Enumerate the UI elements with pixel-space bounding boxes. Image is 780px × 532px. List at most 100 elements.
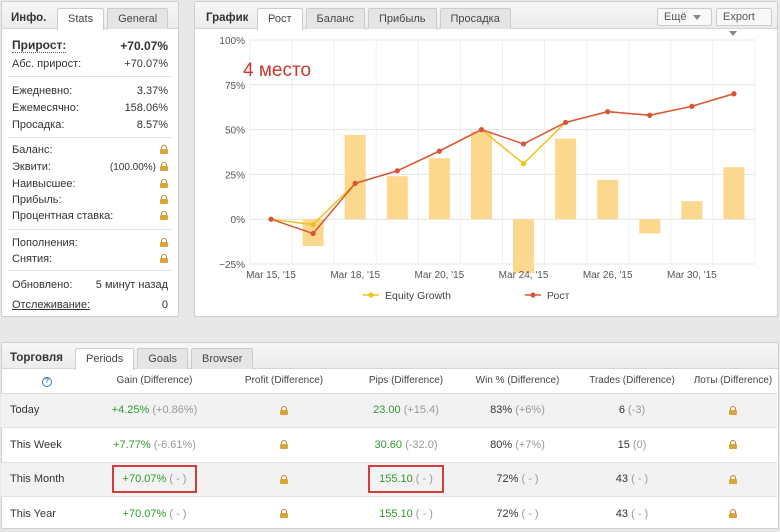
lock-icon [160,211,168,220]
pips-cell-value: 30.60 [374,438,403,451]
series-point [478,127,485,133]
lock-icon [160,145,168,154]
tab-stats[interactable]: Stats [57,8,105,30]
highest-label: Наивысшее: [12,177,76,190]
win-cell-diff: (+7%) [515,438,545,451]
balance-label: Баланс: [12,143,53,156]
gain-value: +70.07% [120,38,168,53]
divider [8,76,172,77]
pips-cell-diff: (+15.4) [403,404,439,417]
y-tick-label: 0% [231,215,246,226]
gain-cell-diff: (-6.61%) [153,438,196,451]
info-tabs: Stats General [57,8,169,30]
chart-bar [681,201,703,220]
gain-cell-value: +4.25% [111,404,150,417]
updated-value: 5 минут назад [95,278,168,291]
tracking-value: 0 [161,298,168,311]
highlight-box: 155.10 ( - ) [368,465,444,494]
table-row: Today +4.25% (+0.86%) 23.00 (+15.4) 83% (+6… [1,393,777,428]
series-point [647,112,653,118]
x-tick-label: Mar 18, '15 [330,270,380,281]
export-dropdown[interactable]: Export [716,8,772,36]
series-point [731,91,737,97]
pips-cell-value: 23.00 [373,404,401,417]
chart-bar [639,219,661,234]
balance-row: Баланс: [12,142,168,157]
chevron-down-icon [729,30,737,36]
tab-browser[interactable]: Browser [191,348,254,369]
periods-table: ? Gain (Difference) Profit (Difference) … [1,369,777,532]
chevron-down-icon [692,14,701,20]
series-point [605,109,611,115]
win-cell-value: 80% [490,438,513,451]
table-row: This Month +70.07% ( - ) 155.10 ( - ) 72% (… [1,462,777,497]
lock-icon [729,509,737,519]
equity-row: Эквити: (100.00%) [12,159,168,174]
win-cell-value: 72% [496,473,519,486]
tab-growth[interactable]: Рост [257,8,303,30]
series-point [520,161,527,167]
x-tick-label: Mar 30, '15 [667,270,717,281]
lock-icon [160,238,168,247]
more-label: Ещё [664,11,687,23]
highest-row: Наивысшее: [12,176,168,191]
y-tick-label: 100% [219,36,245,47]
lock-icon [280,474,288,484]
export-label: Export [723,11,755,23]
tab-periods[interactable]: Periods [75,348,135,370]
lock-icon [729,405,737,415]
tab-goals[interactable]: Goals [137,348,189,369]
trades-cell-value: 6 [618,404,625,417]
x-tick-label: Mar 26, '15 [583,270,633,281]
trades-cell-value: 15 [617,438,630,451]
col-pips: Pips (Difference) [352,369,460,394]
trades-cell-diff: ( - ) [631,473,649,486]
y-tick-label: 25% [225,170,245,181]
series-point [520,141,527,147]
divider [8,229,172,230]
series-point [310,221,316,228]
pips-cell-value: 155.10 [379,507,413,520]
pips-cell-value: 155.10 [379,473,413,486]
tracking-link[interactable]: Отслеживание: [12,298,91,311]
x-tick-label: Mar 15, '15 [246,270,296,281]
trades-cell-diff: (-3) [628,404,646,417]
col-trades: Trades (Difference) [575,369,689,394]
updated-label: Обновлено: [12,278,73,291]
help-icon[interactable]: ? [42,376,52,387]
tracking-row: Отслеживание: 0 [12,297,168,312]
monthly-row: Ежемесячно: 158.06% [12,100,168,115]
gain-cell-value: +70.07% [122,507,167,520]
gain-cell-diff: (+0.86%) [152,404,198,417]
tab-profit[interactable]: Прибыль [367,8,437,29]
period-label: This Week [10,438,62,451]
win-cell-diff: ( - ) [521,473,539,486]
graph-tabs: Рост Баланс Прибыль Просадка [257,8,511,30]
lock-icon [160,254,168,263]
y-tick-label: −25% [219,260,245,271]
tab-drawdown[interactable]: Просадка [439,8,511,29]
pips-cell-diff: ( - ) [415,473,433,486]
lock-icon [280,509,288,519]
chart-bar [428,158,450,220]
x-tick-label: Mar 20, '15 [415,270,465,281]
lock-icon [160,195,168,204]
legend-marker [368,292,374,298]
updated-row: Обновлено: 5 минут назад [12,277,168,292]
win-cell-value: 72% [496,507,519,520]
tab-balance[interactable]: Баланс [305,8,365,29]
col-lots: Лоты (Difference) [689,369,777,394]
more-dropdown[interactable]: Ещё [657,8,712,26]
gain-cell-diff: ( - ) [169,507,187,520]
equity-value: (100.00%) [109,161,156,173]
lock-icon [729,474,737,484]
y-tick-label: 75% [225,81,245,92]
tab-general[interactable]: General [107,8,169,29]
drawdown-label: Просадка: [12,118,65,131]
x-tick-label: Mar 24, '15 [499,270,549,281]
series-point [563,119,569,126]
monthly-label: Ежемесячно: [12,101,79,114]
profit-label: Прибыль: [12,193,62,206]
chart-bar [555,138,577,220]
deposits-row: Пополнения: [12,235,168,250]
